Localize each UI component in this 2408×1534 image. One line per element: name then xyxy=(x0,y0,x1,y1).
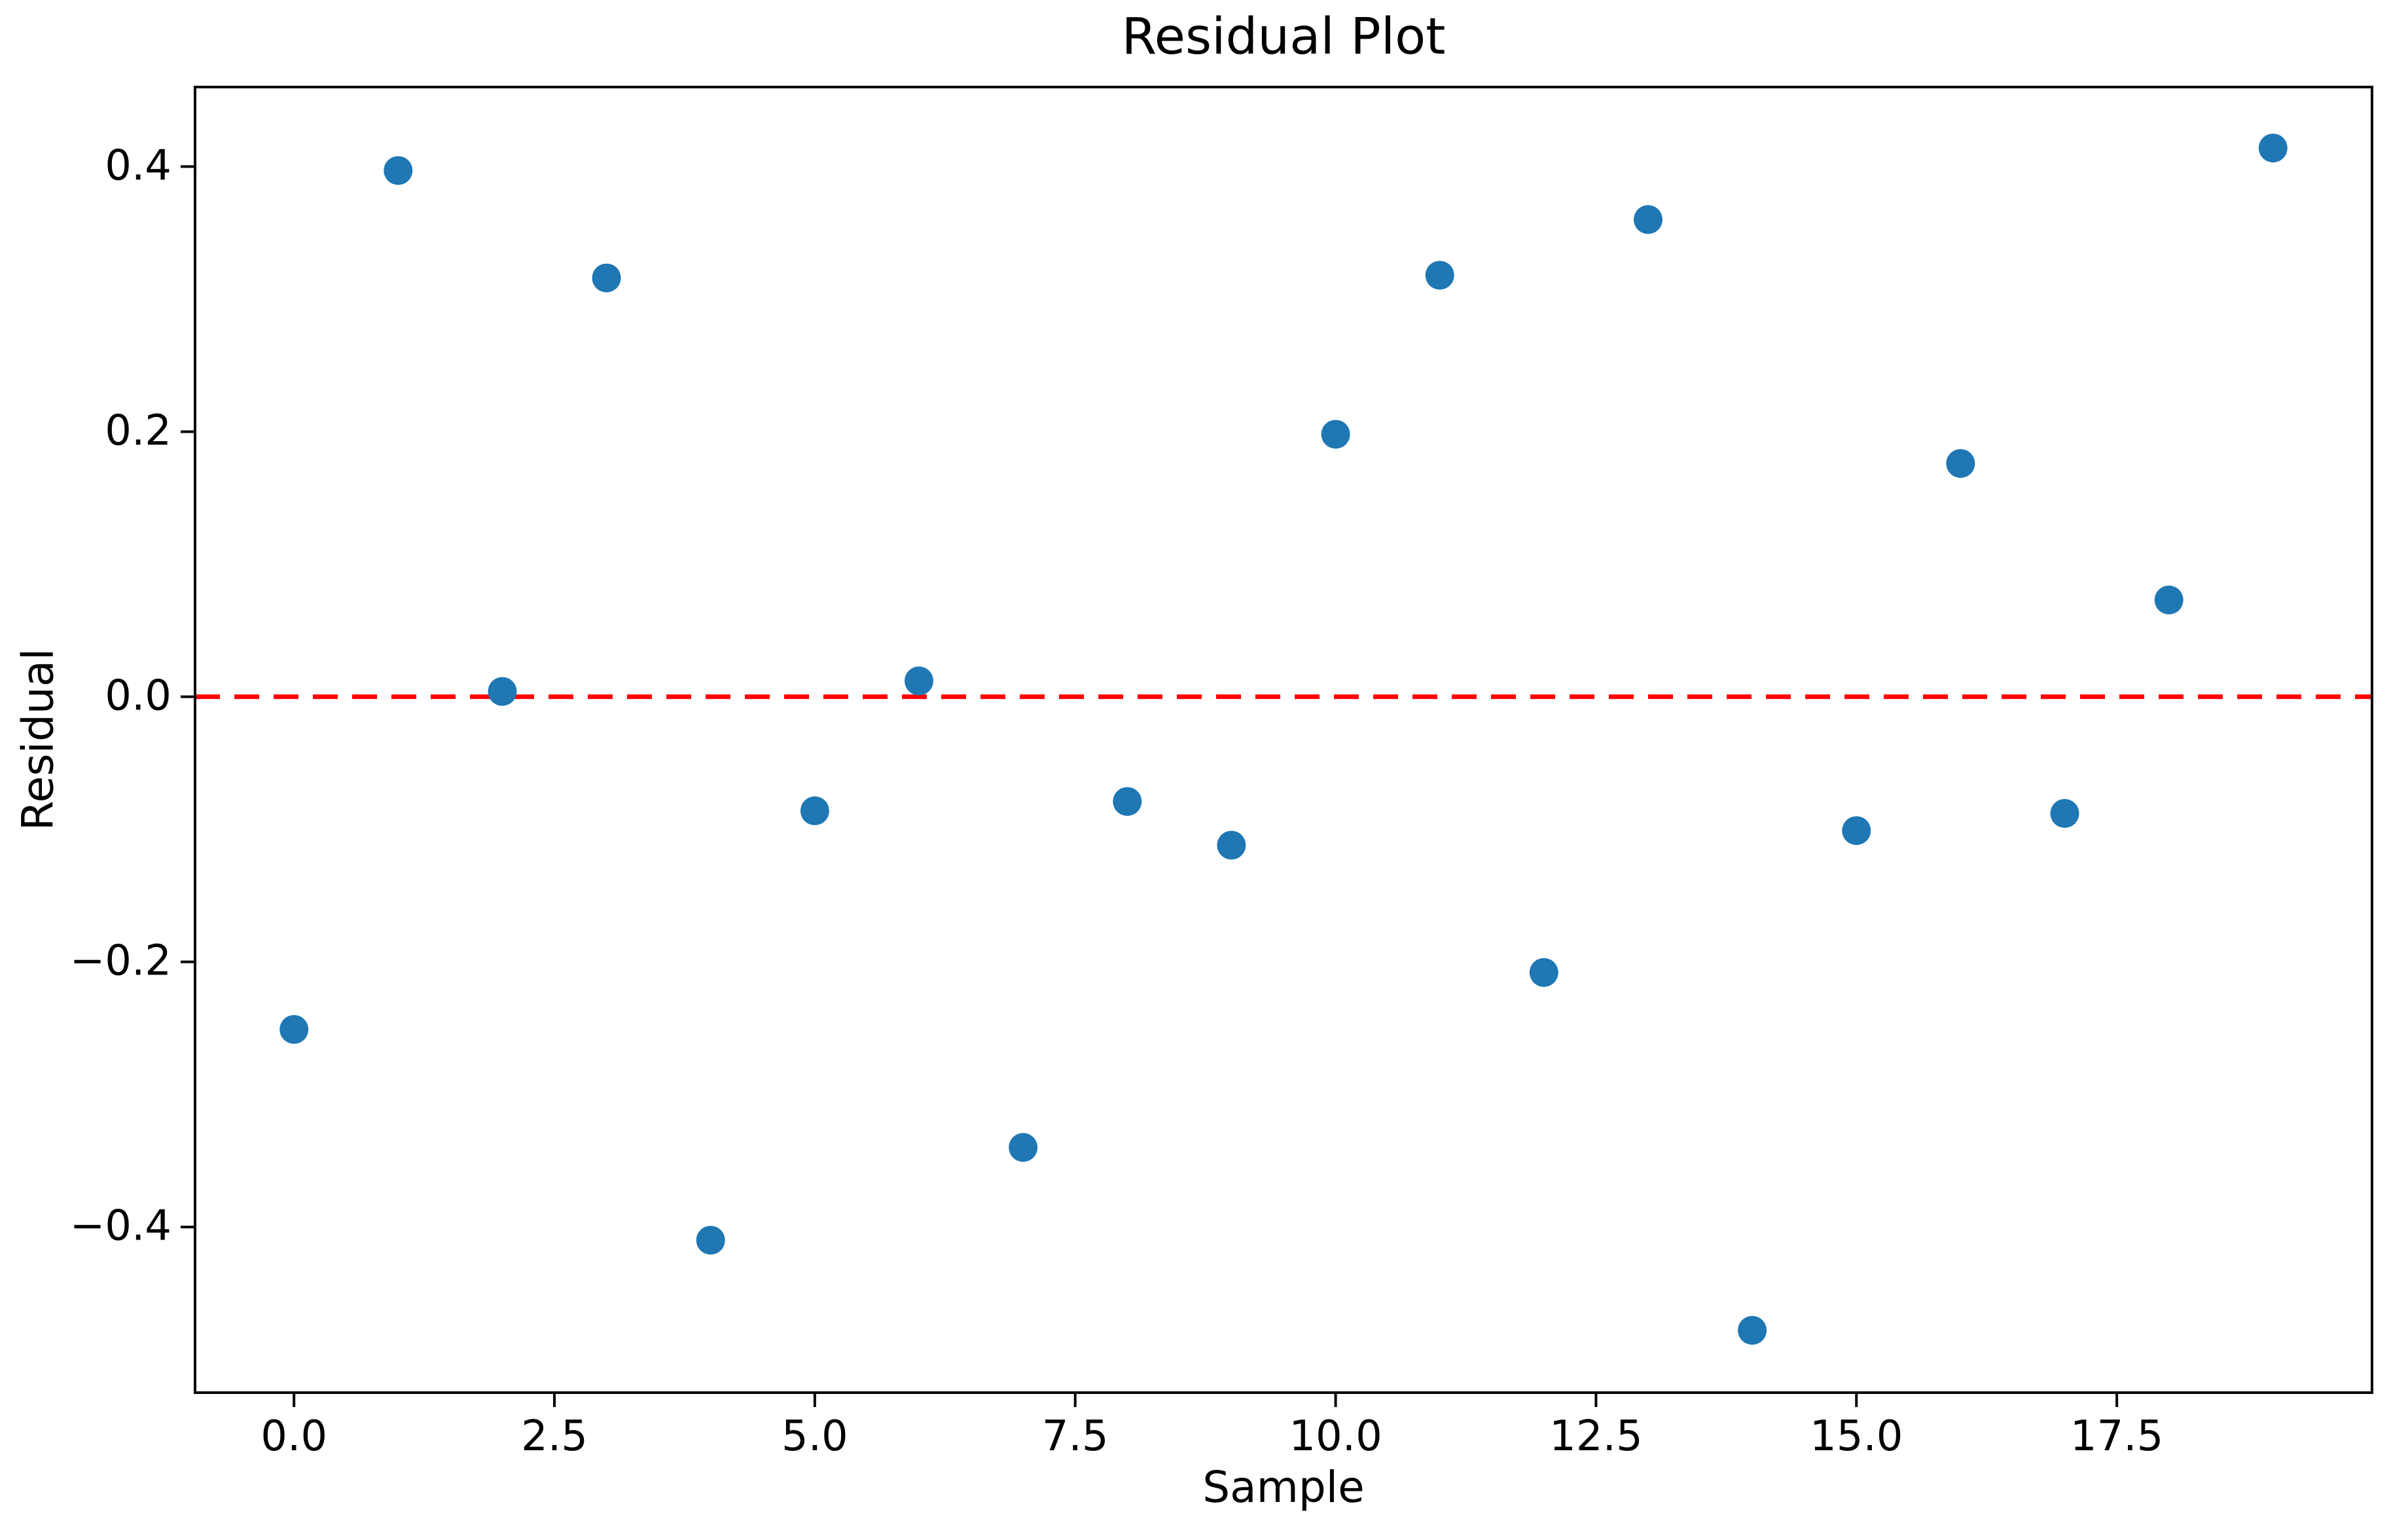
data-point xyxy=(696,1226,725,1255)
y-tick-label: 0.2 xyxy=(105,406,171,455)
data-point xyxy=(384,156,413,185)
data-point xyxy=(592,263,621,293)
x-axis-label: Sample xyxy=(1202,1462,1365,1512)
x-tick-label: 0.0 xyxy=(261,1412,328,1461)
y-tick-label: −0.2 xyxy=(69,936,171,986)
data-point xyxy=(905,666,933,696)
data-point xyxy=(1425,260,1454,290)
y-tick-label: 0.4 xyxy=(105,141,171,190)
data-point xyxy=(1634,205,1662,234)
data-point xyxy=(488,677,517,706)
data-point xyxy=(1009,1133,1038,1162)
data-point xyxy=(2050,798,2079,828)
data-point xyxy=(1842,816,1871,846)
x-tick-label: 12.5 xyxy=(1549,1412,1643,1461)
x-tick-label: 7.5 xyxy=(1041,1412,1109,1461)
y-tick-label: −0.4 xyxy=(69,1202,171,1251)
x-tick-label: 10.0 xyxy=(1289,1412,1382,1461)
x-tick-label: 5.0 xyxy=(781,1412,848,1461)
data-point xyxy=(1321,419,1350,449)
data-point xyxy=(279,1015,309,1044)
data-point xyxy=(2154,585,2183,615)
data-point xyxy=(1113,787,1142,816)
data-point xyxy=(1738,1315,1767,1345)
y-axis-label: Residual xyxy=(12,648,63,831)
y-tick-label: 0.0 xyxy=(105,671,171,721)
data-point xyxy=(1529,958,1558,987)
data-point xyxy=(800,796,829,825)
x-tick-label: 17.5 xyxy=(2070,1412,2164,1461)
x-tick-label: 2.5 xyxy=(521,1412,588,1461)
axes-frame xyxy=(194,86,2373,1394)
data-point xyxy=(1217,830,1246,860)
data-point xyxy=(2258,134,2288,163)
chart-title: Residual Plot xyxy=(1121,8,1446,66)
x-tick-label: 15.0 xyxy=(1810,1412,1903,1461)
data-point xyxy=(1946,449,1975,478)
